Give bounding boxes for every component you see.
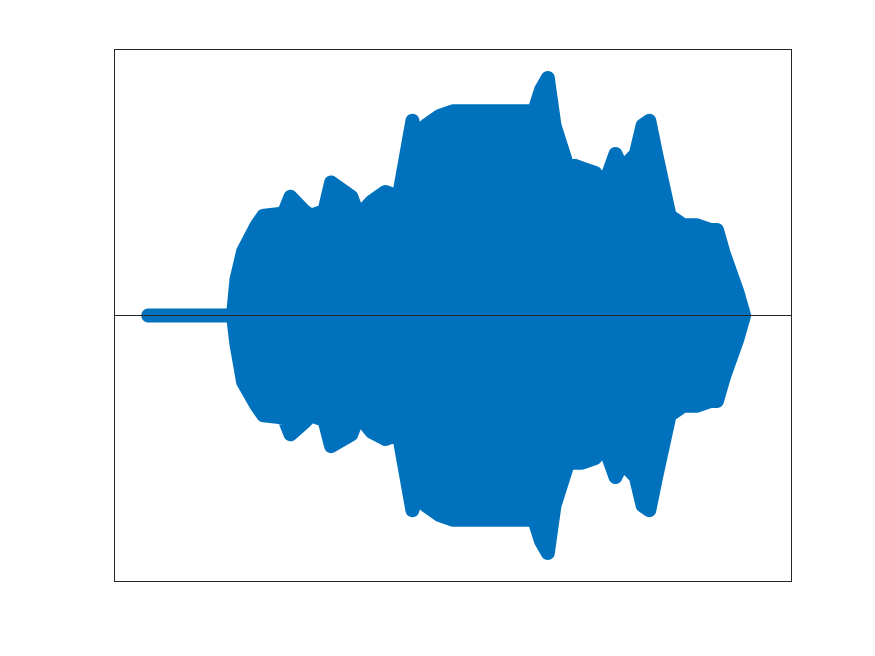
axes-box xyxy=(114,49,792,582)
